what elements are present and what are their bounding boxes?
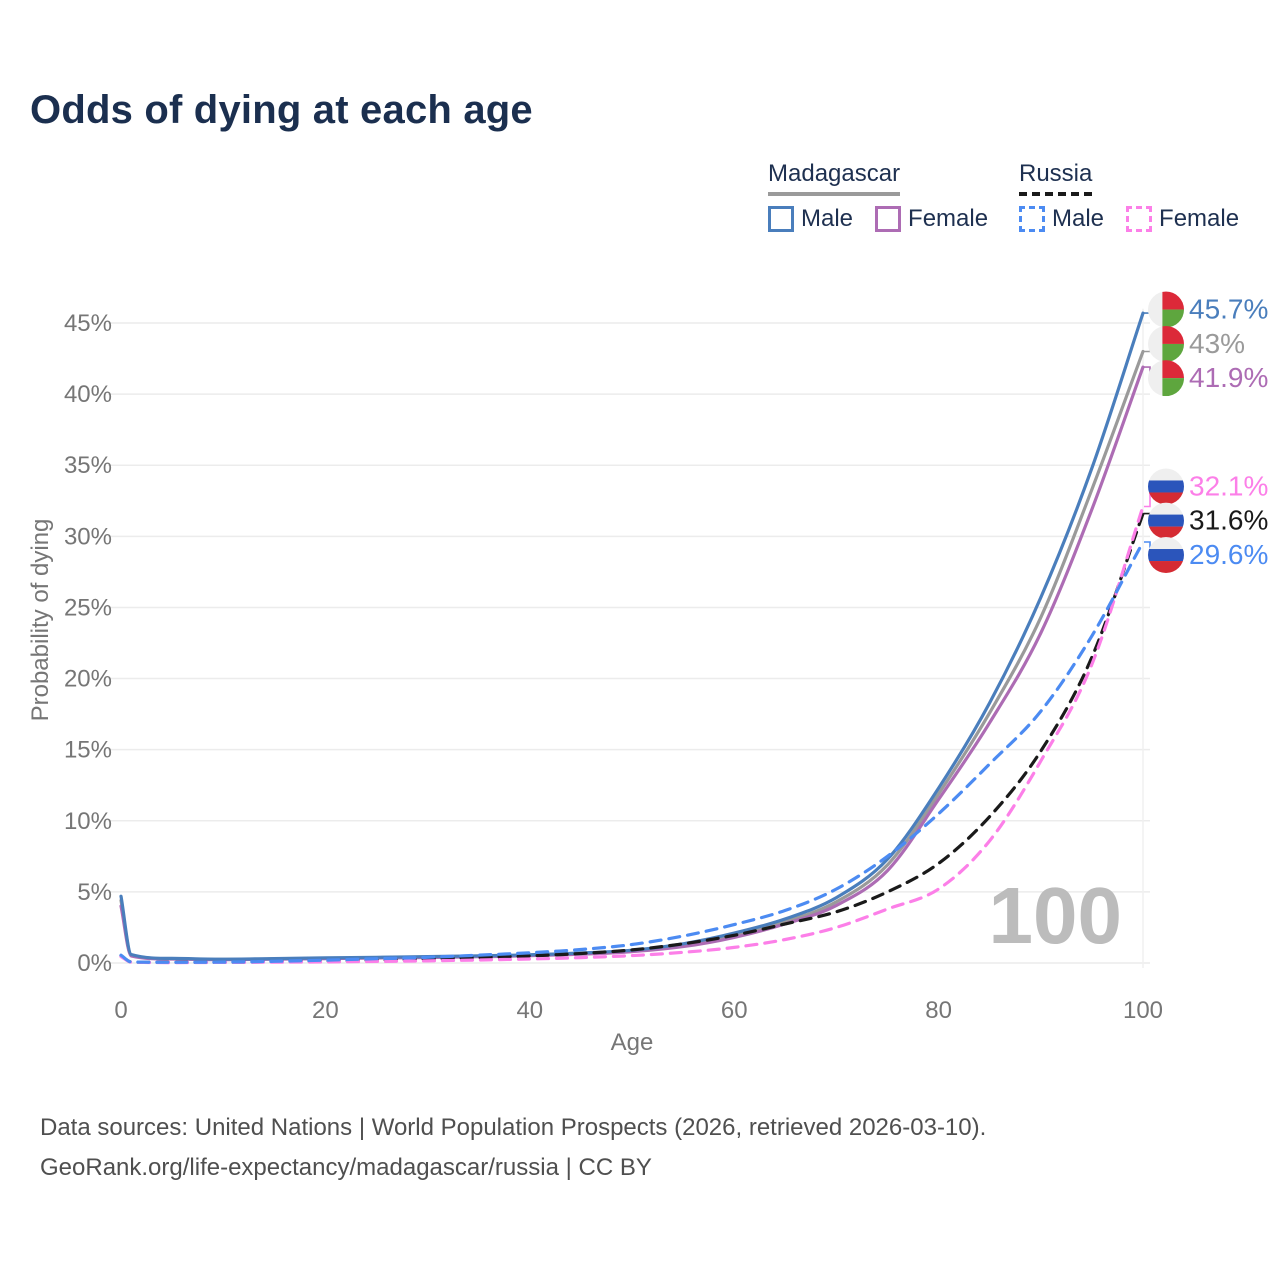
end-value-label: 45.7%	[1189, 294, 1268, 325]
legend-item-madagascar-male[interactable]: Male	[768, 205, 853, 233]
legend-item-label: Male	[1052, 205, 1105, 232]
legend-item-label: Female	[908, 205, 989, 232]
legend-header-madagascar[interactable]: Madagascar	[768, 160, 901, 196]
line-chart-plot[interactable]: 100 0% 5% 10% 15% 20% 25% 30% 35% 40% 45% 0 20 40 60 80…	[0, 0, 1280, 1080]
y-tick-label: 5%	[77, 879, 112, 906]
russia-flag-icon	[1148, 502, 1184, 539]
attribution-text: GeoRank.org/life-expectancy/madagascar/r…	[40, 1154, 652, 1181]
series-line-russia-male	[119, 540, 1145, 964]
end-value-label: 32.1%	[1189, 470, 1268, 501]
y-tick-label: 25%	[64, 594, 112, 621]
x-tick-label: 40	[516, 997, 543, 1024]
end-value-label: 43%	[1189, 328, 1245, 359]
legend-item-madagascar-female[interactable]: Female	[875, 205, 988, 233]
russia-flag-icon	[1148, 537, 1184, 574]
legend-group-russia: Russia Male Female	[1019, 160, 1239, 233]
madagascar-flag-icon	[1148, 325, 1184, 362]
x-tick-label: 0	[114, 997, 127, 1024]
madagascar-female-swatch-icon	[875, 206, 902, 232]
age-watermark: 100	[989, 871, 1122, 960]
madagascar-flag-icon	[1148, 360, 1184, 397]
x-tick-label: 60	[721, 997, 748, 1024]
chart-title: Odds of dying at each age	[30, 88, 533, 132]
x-axis-title: Age	[611, 1029, 654, 1056]
legend-item-russia-female[interactable]: Female	[1126, 205, 1239, 233]
x-tick-label: 80	[925, 997, 952, 1024]
gridlines	[108, 308, 1150, 968]
russia-flag-icon	[1148, 468, 1184, 505]
y-tick-label: 15%	[64, 737, 112, 764]
legend-item-label: Female	[1159, 205, 1240, 232]
x-tick-label: 20	[312, 997, 339, 1024]
series-line-madagascar-both	[119, 349, 1145, 962]
data-sources-text: Data sources: United Nations | World Pop…	[40, 1114, 987, 1141]
y-tick-label: 35%	[64, 452, 112, 479]
russia-female-swatch-icon	[1126, 206, 1153, 232]
russia-male-swatch-icon	[1019, 206, 1045, 232]
madagascar-male-swatch-icon	[768, 206, 794, 232]
y-tick-label: 20%	[64, 666, 112, 693]
legend-item-russia-male[interactable]: Male	[1019, 205, 1104, 233]
y-tick-label: 10%	[64, 808, 112, 835]
y-tick-label: 30%	[64, 523, 112, 550]
series-line-madagascar-male	[119, 311, 1145, 961]
y-tick-label: 45%	[64, 310, 112, 337]
legend-header-russia[interactable]: Russia	[1019, 160, 1093, 196]
chart-footer: Data sources: United Nations | World Pop…	[40, 1108, 986, 1188]
madagascar-flag-icon	[1148, 291, 1184, 328]
legend-item-label: Male	[801, 205, 854, 232]
y-axis-title: Probability of dying	[27, 519, 54, 722]
y-tick-label: 0%	[77, 950, 112, 977]
end-value-label: 41.9%	[1189, 362, 1268, 393]
end-value-label: 29.6%	[1189, 539, 1268, 570]
x-tick-label: 100	[1123, 997, 1163, 1024]
legend-group-madagascar: Madagascar Male Female	[768, 160, 988, 233]
end-value-label: 31.6%	[1189, 505, 1268, 536]
y-tick-label: 40%	[64, 381, 112, 408]
